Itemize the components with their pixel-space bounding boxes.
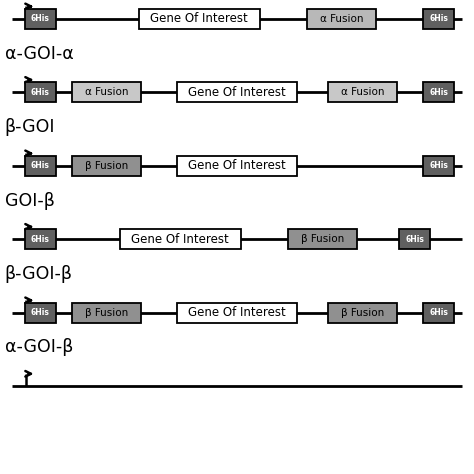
Text: β Fusion: β Fusion (85, 161, 128, 171)
Bar (423, 156, 454, 176)
Bar (72, 82, 141, 102)
Text: 6His: 6His (429, 162, 448, 170)
Bar (72, 303, 141, 323)
Bar (176, 82, 297, 102)
Bar (423, 82, 454, 102)
Text: 6His: 6His (31, 15, 50, 23)
Bar (328, 82, 397, 102)
Text: α-GOI-α: α-GOI-α (5, 45, 73, 63)
Bar (288, 229, 357, 249)
Text: 6His: 6His (31, 162, 50, 170)
Text: 6His: 6His (31, 309, 50, 317)
Text: β-GOI-β: β-GOI-β (5, 265, 73, 283)
Bar (25, 156, 56, 176)
Text: Gene Of Interest: Gene Of Interest (188, 86, 286, 99)
Text: Gene Of Interest: Gene Of Interest (188, 306, 286, 319)
Bar (72, 156, 141, 176)
Bar (25, 9, 56, 29)
Text: Gene Of Interest: Gene Of Interest (150, 12, 248, 26)
Text: 6His: 6His (31, 235, 50, 244)
Text: β-GOI: β-GOI (5, 118, 55, 136)
Bar (25, 303, 56, 323)
Bar (307, 9, 375, 29)
Text: α-GOI-β: α-GOI-β (5, 338, 73, 356)
Text: 6His: 6His (429, 15, 448, 23)
Text: 6His: 6His (429, 88, 448, 97)
Bar (25, 229, 56, 249)
Bar (328, 303, 397, 323)
Bar (399, 229, 430, 249)
Bar (138, 9, 259, 29)
Bar (119, 229, 241, 249)
Bar (176, 156, 297, 176)
Text: β Fusion: β Fusion (341, 308, 384, 318)
Bar (176, 303, 297, 323)
Text: Gene Of Interest: Gene Of Interest (131, 233, 229, 246)
Text: α Fusion: α Fusion (341, 87, 384, 98)
Text: 6His: 6His (405, 235, 424, 244)
Text: β Fusion: β Fusion (85, 308, 128, 318)
Text: β Fusion: β Fusion (301, 234, 344, 245)
Text: GOI-β: GOI-β (5, 191, 55, 210)
Bar (423, 303, 454, 323)
Text: 6His: 6His (429, 309, 448, 317)
Text: Gene Of Interest: Gene Of Interest (188, 159, 286, 173)
Bar (423, 9, 454, 29)
Bar (25, 82, 56, 102)
Text: 6His: 6His (31, 88, 50, 97)
Text: α Fusion: α Fusion (319, 14, 363, 24)
Text: α Fusion: α Fusion (85, 87, 128, 98)
